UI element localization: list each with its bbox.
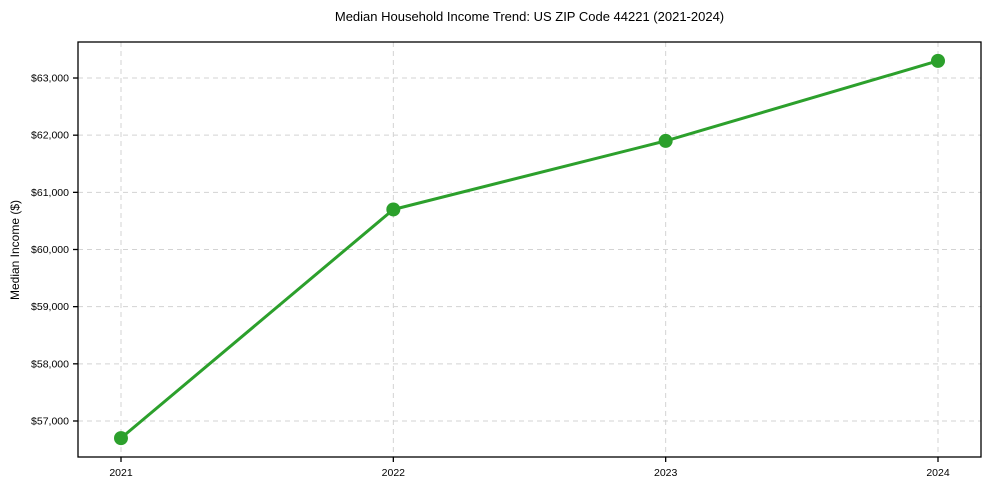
y-tick-label: $57,000 [31, 415, 69, 427]
x-tick-label: 2022 [382, 467, 406, 479]
y-tick-label: $61,000 [31, 187, 69, 199]
chart-title: Median Household Income Trend: US ZIP Co… [334, 9, 725, 24]
y-tick-label: $62,000 [31, 130, 69, 142]
data-point-marker [114, 431, 128, 446]
y-tick-label: $58,000 [31, 358, 69, 370]
y-tick-label: $63,000 [31, 73, 69, 85]
trend-line [119, 59, 940, 440]
x-tick-label: 2024 [926, 467, 950, 479]
y-tick-label: $60,000 [31, 244, 69, 256]
data-point-marker [386, 202, 401, 217]
x-tick-label: 2021 [109, 467, 133, 479]
data-point-marker [658, 133, 673, 148]
y-tick-label: $59,000 [31, 301, 69, 313]
data-point-marker [931, 53, 945, 68]
x-tick-label: 2023 [654, 467, 678, 479]
